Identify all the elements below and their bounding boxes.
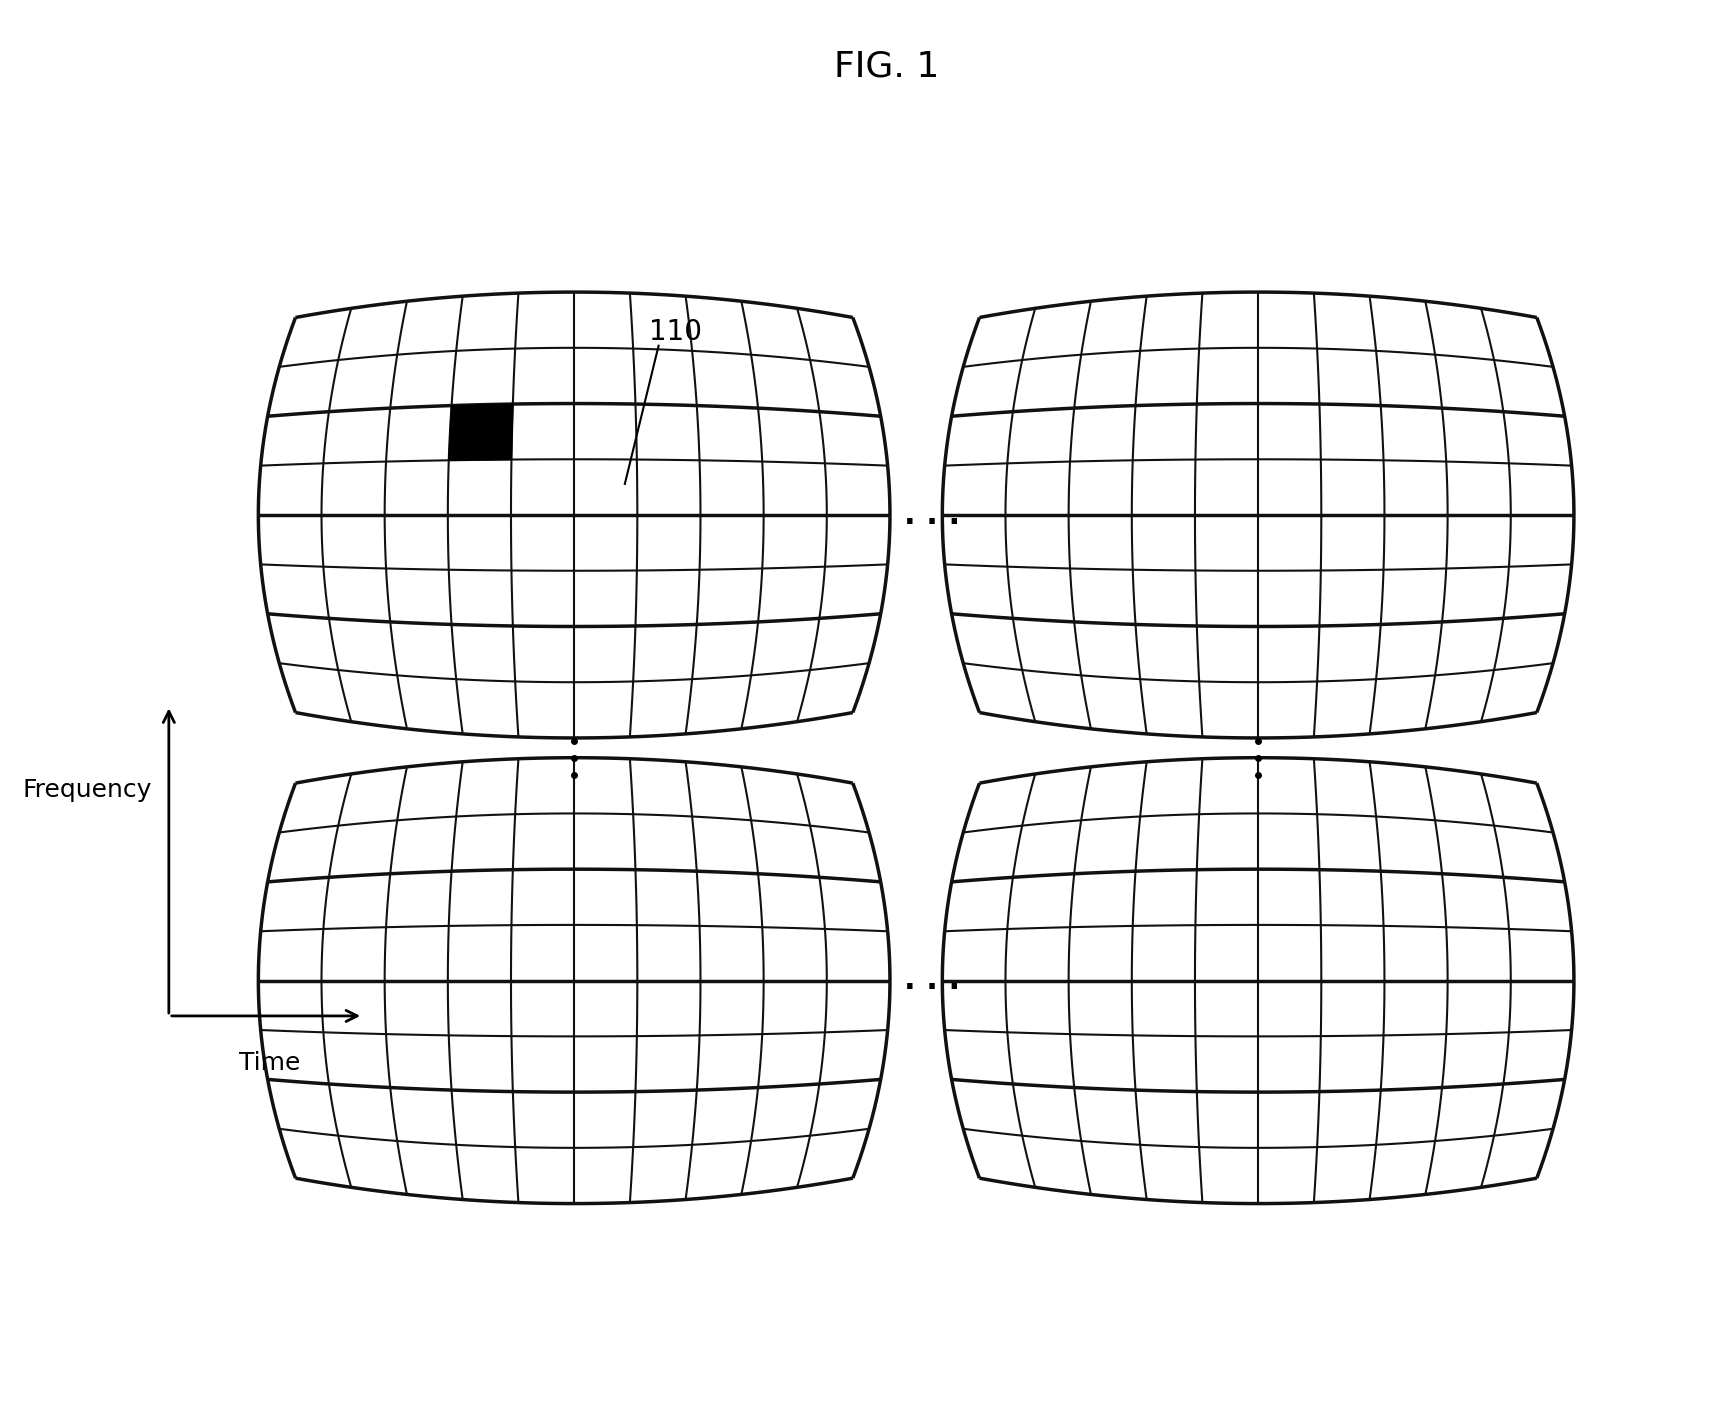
Text: FIG. 1: FIG. 1: [834, 49, 939, 83]
Text: . . .: . . .: [903, 967, 960, 995]
Text: Time: Time: [239, 1051, 301, 1075]
Polygon shape: [448, 404, 512, 460]
Text: Frequency: Frequency: [22, 777, 152, 803]
Text: . . .: . . .: [903, 501, 960, 529]
Text: 110: 110: [649, 317, 702, 346]
